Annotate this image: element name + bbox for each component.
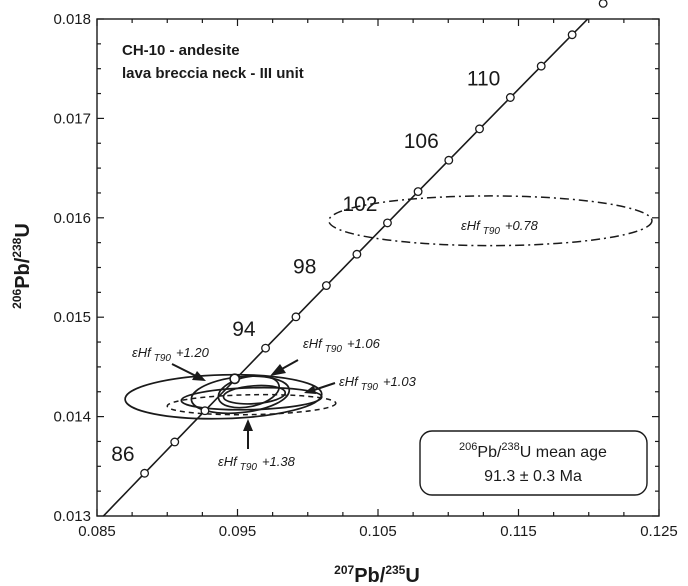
arrow-120-head <box>192 371 206 381</box>
hf-label: εHf <box>303 336 323 351</box>
age-marker-112 <box>536 61 546 71</box>
age-label-106: 106 <box>404 130 439 153</box>
age-marker-100 <box>352 249 362 259</box>
hf-sub: T90 <box>154 353 172 364</box>
error-ellipse-5 <box>166 393 337 416</box>
hf-annotation-103: εHf T90 +1.03 <box>339 374 417 393</box>
age-marker-102 <box>383 218 392 228</box>
y-tick-label: 0.016 <box>53 210 91 227</box>
mean-age-box: 206Pb/238U mean age 91.3 ± 0.3 Ma <box>419 430 648 496</box>
x-tick-label: 0.115 <box>500 523 536 540</box>
hf-value: +1.38 <box>262 454 296 469</box>
y-tick-label: 0.018 <box>53 11 91 28</box>
x-tick-label: 0.125 <box>640 523 678 540</box>
x-tick-label: 0.105 <box>359 523 397 540</box>
hf-value: +1.20 <box>176 345 210 360</box>
error-ellipse-2 <box>217 374 280 409</box>
hf-annotation-106: εHf T90 +1.06 <box>303 336 381 355</box>
age-marker-106 <box>444 155 454 165</box>
hf-label: εHf <box>218 454 238 469</box>
hf-value: +0.78 <box>505 218 539 233</box>
x-axis-title-base: Pb/ <box>354 565 386 586</box>
hf-sub: T90 <box>240 462 258 473</box>
hf-annotation-120: εHf T90 +1.20 <box>132 345 210 364</box>
hf-value: +1.03 <box>383 374 417 389</box>
y-tick-label: 0.017 <box>53 110 91 127</box>
age-marker-90 <box>200 406 210 416</box>
error-ellipse-3 <box>222 384 287 405</box>
mean-age-line1: 206Pb/238U mean age <box>459 441 607 461</box>
age-marker-98 <box>321 281 331 291</box>
hf-sub: T90 <box>361 382 379 393</box>
x-axis-title-sup: 207 <box>334 563 354 577</box>
age-marker-116 <box>598 0 608 8</box>
x-tick-label: 0.095 <box>219 523 257 540</box>
x-axis-title-end: U <box>405 565 419 586</box>
mean-age-point <box>229 373 241 385</box>
x-tick-label: 0.085 <box>78 523 116 540</box>
y-axis-title: 206Pb/238U <box>10 223 34 309</box>
hf-sub: T90 <box>483 226 501 237</box>
error-ellipse-0 <box>124 373 323 420</box>
arrow-106-head <box>270 364 286 376</box>
age-marker-94 <box>261 343 270 353</box>
age-label-86: 86 <box>111 443 134 466</box>
arrow-138-head <box>243 419 253 431</box>
age-marker-108 <box>475 124 484 134</box>
y-axis-title-sup2: 238 <box>10 237 24 257</box>
hf-annotation-078: εHf T90 +0.78 <box>461 218 539 237</box>
age-label-110: 110 <box>467 68 500 91</box>
hf-label: εHf <box>132 345 152 360</box>
error-ellipse-6 <box>328 195 653 247</box>
age-label-98: 98 <box>293 256 316 279</box>
chart-title-line1: CH-10 - andesite <box>122 42 240 59</box>
y-tick-label: 0.013 <box>53 508 91 525</box>
age-label-94: 94 <box>232 318 256 341</box>
hf-label: εHf <box>461 218 481 233</box>
mean-age-line2: 91.3 ± 0.3 Ma <box>484 468 582 485</box>
arrow-103-head <box>304 385 316 394</box>
annotation-arrows <box>171 359 336 449</box>
chart-title-line2: lava breccia neck - III unit <box>122 65 304 82</box>
x-axis-title: 207Pb/235U <box>334 563 420 586</box>
concordia-curve <box>102 19 589 516</box>
hf-annotation-138: εHf T90 +1.38 <box>218 454 296 473</box>
y-axis-title-end: U <box>12 223 34 237</box>
arrow-120-shaft <box>171 363 197 377</box>
mean-age-sup2: 238 <box>501 441 519 453</box>
age-marker-86 <box>140 468 150 478</box>
age-marker-104 <box>413 187 423 197</box>
mean-age-end: U mean age <box>520 444 607 461</box>
arrow-106-shaft <box>279 359 299 371</box>
age-marker-114 <box>567 30 577 40</box>
y-tick-label: 0.015 <box>53 309 91 326</box>
mean-age-rest: Pb/ <box>477 444 502 461</box>
age-marker-88 <box>170 437 180 447</box>
y-axis-title-sup: 206 <box>10 288 24 308</box>
age-marker-96 <box>291 312 301 322</box>
x-axis-title-sup2: 235 <box>385 563 405 577</box>
hf-value: +1.06 <box>347 336 381 351</box>
y-axis-title-base: Pb/ <box>12 257 34 289</box>
age-label-102: 102 <box>342 193 377 216</box>
hf-label: εHf <box>339 374 359 389</box>
arrow-103-shaft <box>313 382 336 391</box>
age-marker-110 <box>505 93 515 102</box>
error-ellipse-4 <box>180 386 323 411</box>
hf-sub: T90 <box>325 344 343 355</box>
y-tick-label: 0.014 <box>53 409 91 426</box>
mean-age-sup: 206 <box>459 441 477 453</box>
mean-age-box-frame <box>419 430 648 496</box>
